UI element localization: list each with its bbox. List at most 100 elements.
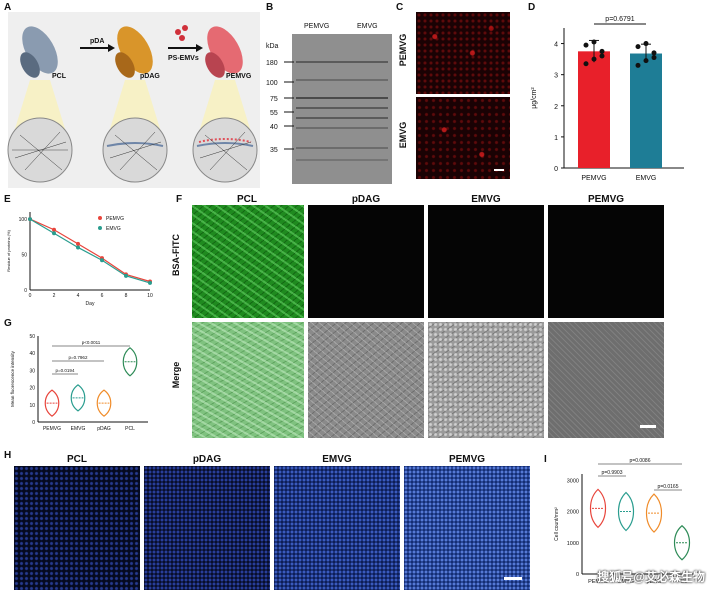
x-tick-label: 8 (125, 293, 128, 299)
bar (630, 53, 662, 169)
column-header: PEMVG (448, 454, 486, 465)
fitc-image (192, 205, 304, 318)
scaffold-schematic: PCL pDA pDAG PS-EMVs PEMVG (7, 12, 260, 188)
x-tick-label: 0 (29, 293, 32, 299)
x-tick-label: 2 (53, 293, 56, 299)
merge-image (428, 322, 544, 438)
x-tick-label: PCL (677, 579, 688, 585)
column-header: pDAG (351, 194, 381, 205)
data-point (591, 56, 597, 62)
bar (578, 51, 610, 169)
column-header: EMVG (471, 194, 501, 205)
legend-marker (98, 226, 102, 230)
y-tick-label: 3 (554, 73, 558, 80)
x-tick-label: PEMVG (588, 579, 608, 585)
arrow-icon (80, 44, 115, 52)
violin (70, 384, 86, 412)
violin (122, 347, 138, 377)
data-point (76, 245, 80, 250)
x-tick-label: PEMVG (581, 175, 606, 182)
panel-a: A (0, 0, 262, 190)
pemvg-tube-icon (205, 26, 243, 78)
y-tick-label: 100 (19, 217, 28, 223)
violin (645, 493, 663, 533)
vesicle-icon (175, 25, 188, 41)
violin (617, 491, 635, 532)
column-header: EMVG (322, 454, 352, 465)
legend-marker (98, 216, 102, 220)
p-value-label: p=0.0086 (630, 458, 651, 464)
x-tick-label: pDAG (97, 426, 111, 432)
blot-membrane (292, 34, 392, 184)
y-axis-label: Mean fluorescence intensity (10, 350, 15, 407)
panel-d-label: D (528, 2, 536, 13)
data-point (643, 58, 649, 64)
merge-image (548, 322, 664, 438)
fitc-image (548, 205, 664, 318)
panel-d: D 0 1 2 3 4 PEMVG EMVG p=0.6791 μg/cm² (524, 0, 713, 195)
y-tick-label: 10 (29, 403, 35, 409)
dapi-image (274, 466, 400, 590)
panel-c: C PEMVG EMVG (394, 0, 524, 190)
p-value-label: p=0.6791 (605, 16, 634, 23)
data-point (599, 53, 605, 59)
panel-g: G 0 10 20 30 40 50 PEMVG EMVG pDAG PCL p=0.0194 p=0… (0, 316, 170, 444)
data-point (76, 241, 80, 246)
step-label: PEMVG (226, 73, 252, 80)
x-tick-label: EMVG (636, 175, 657, 182)
x-axis-label: Day (86, 301, 95, 307)
panel-g-label: G (4, 318, 12, 329)
x-tick-label: EMVG (618, 579, 634, 585)
panel-i-label: I (544, 454, 547, 465)
row-label: PEMVG (398, 33, 408, 67)
row-label: EMVG (398, 121, 408, 149)
x-tick-label: pDAG (647, 579, 662, 585)
y-axis-label: μg/cm² (531, 87, 538, 109)
p-value-label: p<0.0011 (82, 340, 101, 345)
chart-i: 0 1000 2000 3000 PEMVG EMVG pDAG PCL p=0.0086 p=0… (554, 458, 698, 585)
y-tick-label: 0 (554, 166, 558, 173)
dapi-image (14, 466, 140, 590)
y-tick-label: 2000 (567, 510, 579, 516)
y-tick-label: 40 (29, 351, 35, 357)
fitc-image (308, 205, 424, 318)
data-point (52, 227, 56, 232)
panel-h: H PCL pDAG EMVG PEMVG (0, 448, 540, 593)
data-point (599, 48, 605, 54)
data-point (52, 231, 56, 236)
series-line (29, 218, 151, 284)
panel-e: E 0 50 100 0 2 4 6 8 10 PEMVG EMVG Day Residue of pr… (0, 192, 170, 312)
data-point (28, 217, 32, 222)
panel-c-label: C (396, 2, 404, 13)
dapi-image (404, 466, 530, 590)
data-point (651, 50, 657, 56)
marker-label: 180 (266, 60, 278, 67)
y-tick-label: 1 (554, 135, 558, 142)
data-point (583, 61, 589, 67)
data-point (643, 41, 649, 47)
p-value-label: p=0.0194 (56, 368, 75, 373)
lane-label: EMVG (357, 23, 378, 30)
step-label: pDA (90, 38, 104, 45)
scale-bar (640, 425, 656, 428)
marker-label: 100 (266, 80, 278, 87)
data-point (651, 55, 657, 61)
marker-ladder (284, 61, 294, 150)
p-value-label: p=0.9903 (602, 470, 623, 476)
y-tick-label: 3000 (567, 478, 579, 484)
marker-label: 35 (270, 147, 278, 154)
panel-e-label: E (4, 194, 11, 205)
x-tick-label: 6 (101, 293, 104, 299)
marker-label: 75 (270, 96, 278, 103)
scale-bar (504, 577, 522, 580)
p-value-label: p=0.7962 (69, 355, 88, 360)
y-tick-label: 30 (29, 368, 35, 374)
step-label: pDAG (140, 73, 160, 80)
y-axis-label: Cell count/mm² (554, 507, 560, 541)
blot-bands (296, 61, 388, 161)
y-tick-label: 4 (554, 42, 558, 49)
series-line (29, 218, 151, 283)
step-label: PS-EMVs (168, 55, 199, 62)
y-tick-label: 1000 (567, 541, 579, 547)
panel-b: B PEMVG EMVG kDa 180 100 75 55 40 35 (262, 0, 412, 190)
